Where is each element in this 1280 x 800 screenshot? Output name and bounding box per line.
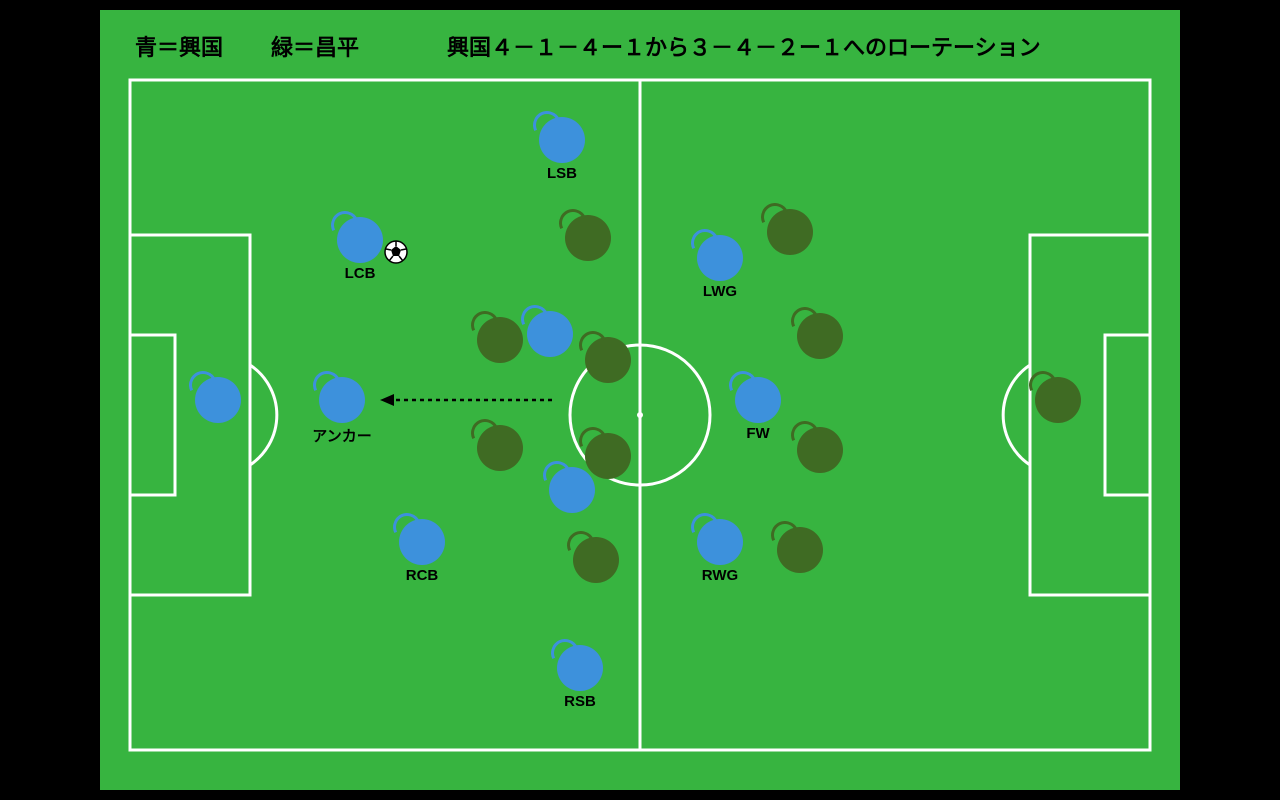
diagram-stage: 青＝興国 緑＝昌平 興国４－１－４ー１から３－４－２ー１へのローテーション LC…	[0, 0, 1280, 800]
player-blue-gk	[195, 377, 241, 423]
soccer-field	[100, 10, 1180, 790]
player-label: RSB	[564, 693, 596, 710]
player-disc	[697, 519, 743, 565]
player-disc	[797, 427, 843, 473]
pitch-lines	[100, 10, 1180, 790]
player-label: LSB	[547, 165, 577, 182]
soccer-ball-icon	[384, 240, 408, 264]
player-green-g1	[477, 317, 523, 363]
player-green-g3	[565, 215, 611, 261]
player-blue-anchor: アンカー	[319, 377, 365, 423]
player-disc	[539, 117, 585, 163]
player-green-g4	[585, 337, 631, 383]
player-label: アンカー	[312, 425, 371, 446]
player-blue-lsb: LSB	[539, 117, 585, 163]
player-disc	[797, 313, 843, 359]
player-disc	[585, 337, 631, 383]
player-blue-rsb: RSB	[557, 645, 603, 691]
player-disc	[573, 537, 619, 583]
player-blue-cm1	[527, 311, 573, 357]
player-disc	[477, 425, 523, 471]
player-disc	[399, 519, 445, 565]
player-disc	[777, 527, 823, 573]
legend-green: 緑＝昌平	[271, 30, 359, 62]
player-green-g6	[573, 537, 619, 583]
player-blue-cm2	[549, 467, 595, 513]
player-disc	[527, 311, 573, 357]
title-row: 青＝興国 緑＝昌平 興国４－１－４ー１から３－４－２ー１へのローテーション	[135, 30, 1180, 62]
player-disc	[319, 377, 365, 423]
player-disc	[697, 235, 743, 281]
player-label: FW	[746, 425, 769, 442]
player-green-g2	[477, 425, 523, 471]
player-disc	[557, 645, 603, 691]
player-blue-fw: FW	[735, 377, 781, 423]
legend-blue: 青＝興国	[135, 30, 223, 62]
player-disc	[565, 215, 611, 261]
player-disc	[337, 217, 383, 263]
player-disc	[549, 467, 595, 513]
player-blue-lcb: LCB	[337, 217, 383, 263]
player-disc	[477, 317, 523, 363]
player-green-g7	[767, 209, 813, 255]
player-blue-lwg: LWG	[697, 235, 743, 281]
player-green-g9	[797, 427, 843, 473]
player-blue-rwg: RWG	[697, 519, 743, 565]
player-label: LWG	[703, 283, 737, 300]
player-green-g10	[777, 527, 823, 573]
title-main: 興国４－１－４ー１から３－４－２ー１へのローテーション	[447, 30, 1041, 62]
player-disc	[735, 377, 781, 423]
player-blue-rcb: RCB	[399, 519, 445, 565]
player-label: LCB	[345, 265, 376, 282]
player-green-ggk	[1035, 377, 1081, 423]
player-label: RWG	[702, 567, 738, 584]
player-disc	[195, 377, 241, 423]
player-label: RCB	[406, 567, 439, 584]
player-disc	[1035, 377, 1081, 423]
player-disc	[767, 209, 813, 255]
player-green-g8	[797, 313, 843, 359]
